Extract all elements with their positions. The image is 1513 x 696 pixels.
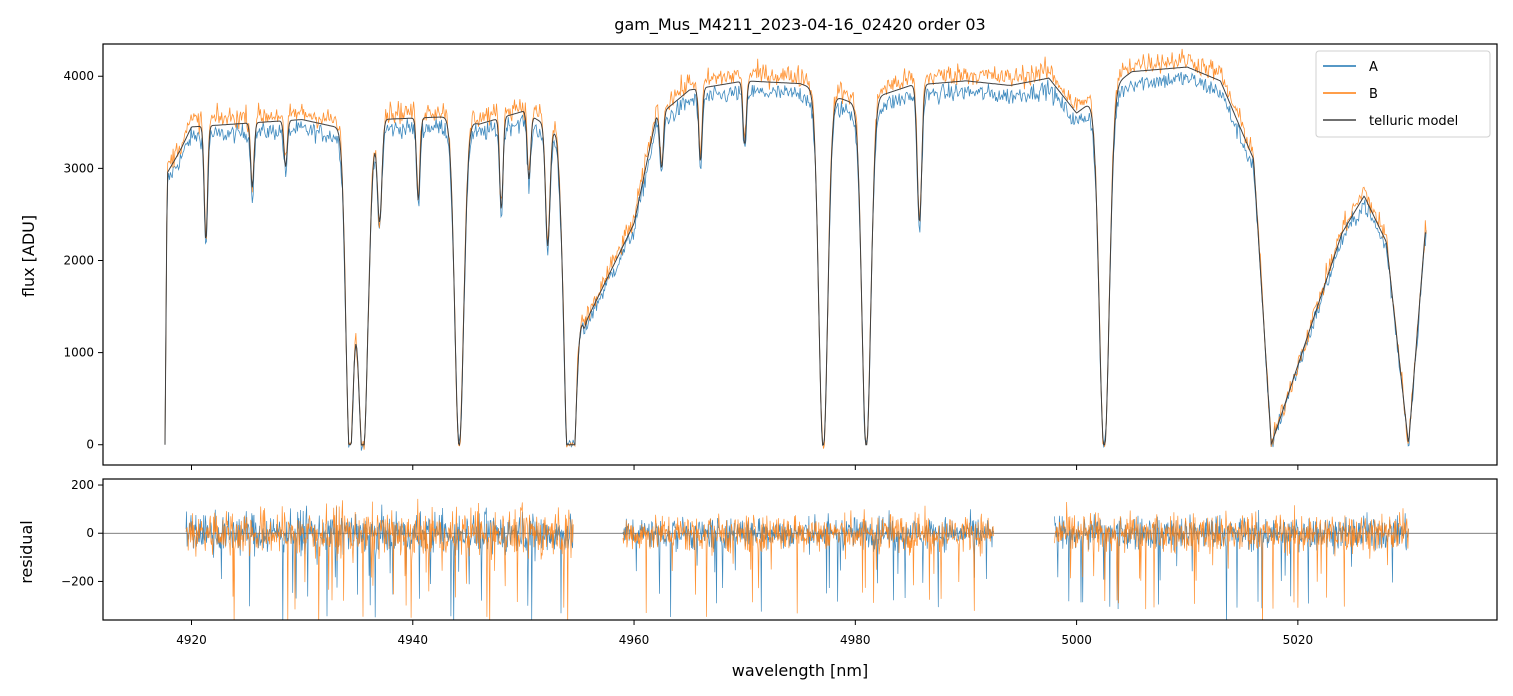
y-tick-label: 2000 bbox=[63, 253, 94, 267]
x-tick-label: 5020 bbox=[1283, 633, 1314, 647]
y-tick-label: 3000 bbox=[63, 161, 94, 175]
x-tick-label: 4920 bbox=[176, 633, 207, 647]
y-axis-label-flux: flux [ADU] bbox=[19, 215, 38, 297]
y-tick-label: 1000 bbox=[63, 346, 94, 360]
chart-title: gam_Mus_M4211_2023-04-16_02420 order 03 bbox=[614, 15, 985, 35]
spectrum-panel: 0 1000 2000 3000 4000 flux [ADU] bbox=[19, 43, 1498, 470]
y-tick-label: 4000 bbox=[63, 69, 94, 83]
x-tick-label: 4940 bbox=[398, 633, 429, 647]
x-axis-label-wavelength: wavelength [nm] bbox=[732, 661, 869, 680]
x-tick-label: 5000 bbox=[1061, 633, 1092, 647]
residual-panel: −200 0 200 4920 4940 4960 4980 5000 5020 residu… bbox=[17, 478, 1498, 680]
y-axis-label-residual: residual bbox=[17, 520, 36, 583]
telluric-model-line bbox=[164, 66, 1427, 446]
series-b-line bbox=[164, 48, 1427, 450]
residual-b-line bbox=[185, 498, 1409, 620]
spectrum-frame bbox=[102, 43, 1498, 466]
legend-label: A bbox=[1369, 60, 1378, 75]
x-tick-label: 4960 bbox=[619, 633, 650, 647]
y-tick-label: −200 bbox=[61, 574, 94, 588]
legend-label: telluric model bbox=[1369, 114, 1458, 129]
y-tick-label: 0 bbox=[86, 526, 94, 540]
y-tick-label: 0 bbox=[86, 438, 94, 452]
x-tick-label: 4980 bbox=[840, 633, 871, 647]
residual-frame bbox=[102, 478, 1498, 621]
series-a-line bbox=[164, 71, 1427, 451]
legend-label: B bbox=[1369, 87, 1378, 102]
y-tick-label: 200 bbox=[71, 478, 94, 492]
